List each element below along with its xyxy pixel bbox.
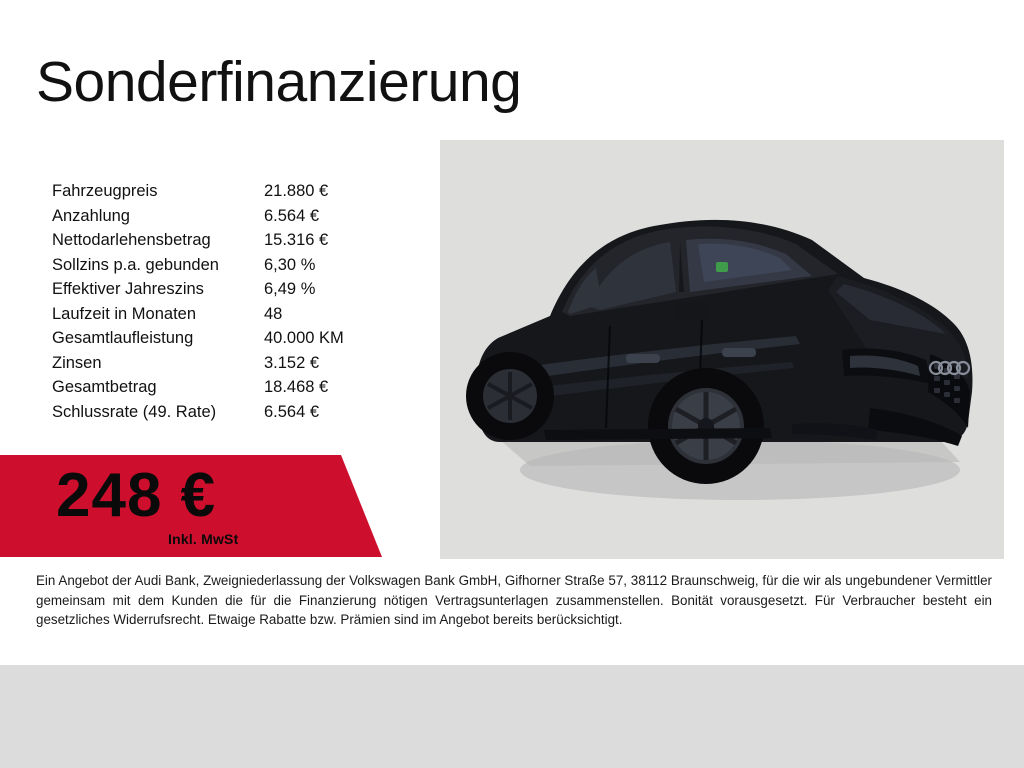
row-label: Gesamtlaufleistung [52, 329, 194, 347]
row-label: Effektiver Jahreszins [52, 280, 204, 298]
row-value: 6,30 % [264, 255, 316, 274]
row-value: 6,49 % [264, 280, 316, 298]
row-label: Sollzins p.a. gebunden [52, 255, 219, 274]
row-label: Laufzeit in Monaten [52, 304, 197, 323]
row-value: 40.000 KM [264, 329, 344, 347]
row-value: 21.880 € [264, 182, 329, 200]
table-row: Zinsen 3.152 € [52, 353, 344, 380]
row-label: Schlussrate (49. Rate) [52, 402, 217, 421]
table-row: Nettodarlehensbetrag 15.316 € [52, 232, 344, 257]
row-label: Fahrzeugpreis [52, 182, 158, 200]
price-banner: 248 € Inkl. MwSt [0, 455, 382, 557]
footer: FESER GRAF Audi Gebrauchtwagen [0, 665, 1024, 768]
row-value: 6.564 € [264, 206, 320, 225]
row-value: 48 [264, 304, 283, 323]
vehicle-image [440, 140, 1004, 559]
table-row: Anzahlung 6.564 € [52, 206, 344, 233]
vehicle-photo-illustration [440, 140, 1004, 559]
table-row: Fahrzeugpreis 21.880 € [52, 183, 344, 208]
row-value: 6.564 € [264, 402, 320, 421]
financing-details-table: Fahrzeugpreis 21.880 € Anzahlung 6.564 €… [52, 183, 344, 428]
table-row: Sollzins p.a. gebunden 6,30 % [52, 255, 344, 282]
page-title: Sonderfinanzierung [36, 50, 522, 114]
row-value: 18.468 € [264, 378, 329, 396]
row-value: 15.316 € [264, 231, 329, 249]
table-row: Gesamtbetrag 18.468 € [52, 379, 344, 404]
row-label: Anzahlung [52, 206, 130, 225]
table-row: Laufzeit in Monaten 48 [52, 304, 344, 331]
table-row: Gesamtlaufleistung 40.000 KM [52, 330, 344, 355]
monthly-rate-amount: 248 € [56, 461, 217, 530]
legal-disclaimer: Ein Angebot der Audi Bank, Zweigniederla… [36, 573, 992, 627]
row-label: Zinsen [52, 353, 102, 372]
table-row: Schlussrate (49. Rate) 6.564 € [52, 402, 344, 429]
row-label: Gesamtbetrag [52, 378, 157, 396]
row-value: 3.152 € [264, 353, 320, 372]
table-row: Effektiver Jahreszins 6,49 % [52, 281, 344, 306]
vat-note: Inkl. MwSt [168, 531, 239, 547]
row-label: Nettodarlehensbetrag [52, 231, 211, 249]
